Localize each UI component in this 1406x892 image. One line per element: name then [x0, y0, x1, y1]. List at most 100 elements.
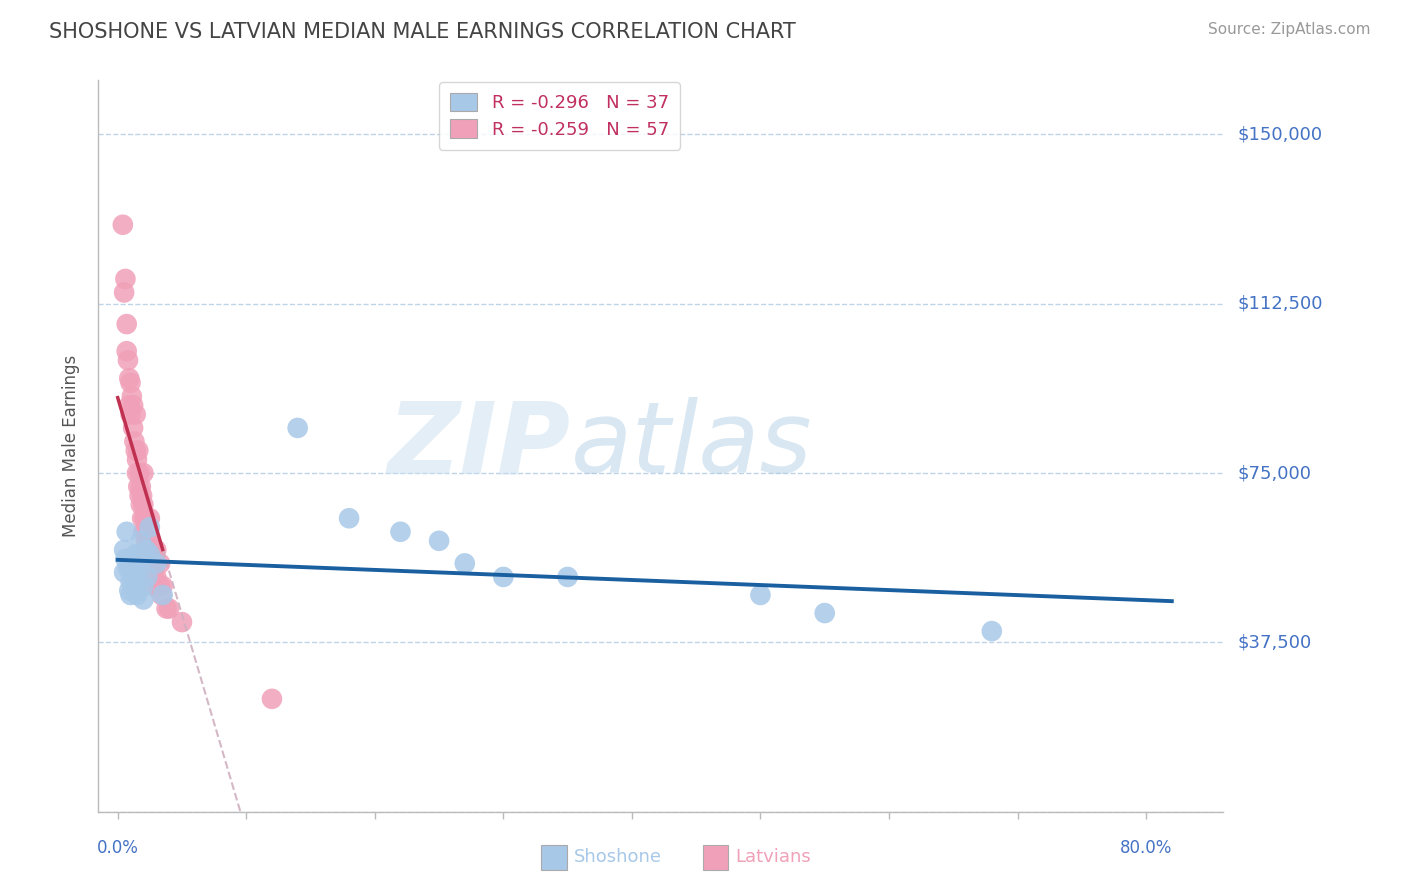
Point [814, 606, 837, 620]
Point [131, 489, 153, 503]
Point [132, 592, 155, 607]
Text: 80.0%: 80.0% [1121, 839, 1173, 857]
Text: 0.0%: 0.0% [97, 839, 139, 857]
Point [142, 570, 165, 584]
Text: ZIP: ZIP [388, 398, 571, 494]
Point [120, 408, 142, 422]
Point [125, 579, 148, 593]
Point [117, 353, 139, 368]
Point [128, 466, 150, 480]
Point [145, 542, 167, 557]
Point [117, 561, 139, 575]
Point [129, 498, 152, 512]
Point [132, 524, 155, 539]
Point [129, 533, 152, 548]
Point [145, 557, 167, 571]
Point [749, 588, 772, 602]
Point [112, 566, 135, 580]
Point [136, 547, 159, 561]
Point [149, 579, 172, 593]
Text: Shoshone: Shoshone [574, 848, 662, 866]
Point [124, 570, 146, 584]
Point [170, 615, 193, 629]
Point [135, 533, 157, 548]
Point [120, 376, 142, 390]
Text: $112,500: $112,500 [1237, 294, 1323, 313]
Point [139, 520, 162, 534]
Point [132, 466, 155, 480]
Point [157, 601, 180, 615]
Point [136, 570, 159, 584]
Text: atlas: atlas [571, 398, 813, 494]
Point [118, 371, 141, 385]
Point [492, 570, 515, 584]
Point [128, 489, 150, 503]
Point [145, 557, 167, 571]
Point [124, 434, 146, 449]
Point [127, 566, 149, 580]
Point [125, 408, 148, 422]
Point [125, 547, 148, 561]
Text: Source: ZipAtlas.com: Source: ZipAtlas.com [1208, 22, 1371, 37]
Point [115, 317, 138, 331]
Point [128, 557, 150, 571]
Point [132, 498, 155, 512]
Point [139, 511, 162, 525]
Point [112, 542, 135, 557]
Point [152, 588, 174, 602]
Point [454, 557, 477, 571]
Point [389, 524, 412, 539]
Point [125, 561, 148, 575]
Point [131, 511, 153, 525]
Point [127, 443, 149, 458]
Y-axis label: Median Male Earnings: Median Male Earnings [62, 355, 80, 537]
Text: $150,000: $150,000 [1237, 126, 1322, 144]
Point [114, 552, 136, 566]
Point [120, 574, 142, 589]
Legend: R = -0.296   N = 37, R = -0.259   N = 57: R = -0.296 N = 37, R = -0.259 N = 57 [439, 82, 681, 150]
Point [149, 557, 172, 571]
Point [122, 398, 145, 412]
Point [125, 452, 148, 467]
Point [134, 511, 156, 525]
Text: SHOSHONE VS LATVIAN MEDIAN MALE EARNINGS CORRELATION CHART: SHOSHONE VS LATVIAN MEDIAN MALE EARNINGS… [49, 22, 796, 42]
Point [125, 443, 148, 458]
Point [125, 588, 148, 602]
Point [118, 398, 141, 412]
Point [135, 542, 157, 557]
Point [129, 547, 152, 561]
Point [260, 691, 283, 706]
Point [121, 389, 143, 403]
Point [139, 533, 162, 548]
Point [980, 624, 1002, 639]
Point [141, 542, 163, 557]
Point [139, 547, 162, 561]
Point [120, 588, 142, 602]
Point [127, 480, 149, 494]
Point [557, 570, 579, 584]
Point [427, 533, 450, 548]
Point [138, 542, 160, 557]
Point [112, 285, 135, 300]
Point [135, 511, 157, 525]
Point [145, 570, 167, 584]
Text: Latvians: Latvians [735, 848, 811, 866]
Point [135, 542, 157, 557]
Point [139, 547, 162, 561]
Text: $75,000: $75,000 [1237, 464, 1312, 482]
Point [139, 557, 162, 571]
Point [134, 524, 156, 539]
Point [120, 557, 142, 571]
Point [115, 344, 138, 359]
Point [129, 480, 152, 494]
Point [114, 272, 136, 286]
Point [132, 579, 155, 593]
Point [155, 601, 177, 615]
Point [152, 579, 174, 593]
Point [111, 218, 134, 232]
Point [122, 552, 145, 566]
Point [122, 421, 145, 435]
Point [148, 579, 170, 593]
Point [125, 466, 148, 480]
Point [287, 421, 309, 435]
